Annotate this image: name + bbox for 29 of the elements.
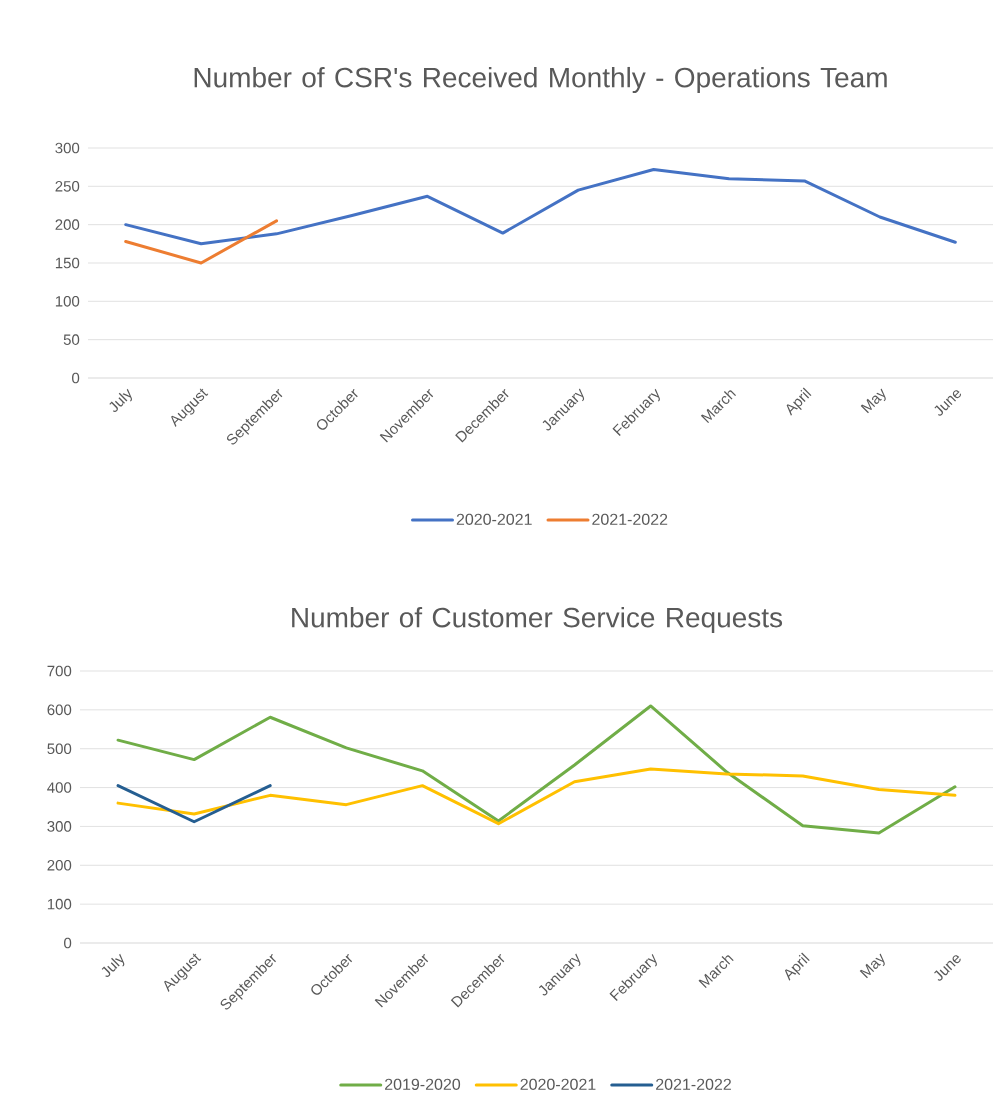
y-tick-label: 150 bbox=[55, 257, 80, 269]
y-tick-label: 100 bbox=[47, 898, 72, 910]
line-series bbox=[116, 704, 957, 835]
x-tick-label: May bbox=[860, 388, 886, 414]
y-tick-label: 400 bbox=[47, 782, 72, 793]
y-tick-label: 200 bbox=[55, 219, 80, 230]
y-tick-label: 500 bbox=[47, 743, 72, 755]
legend-label: 2020-2021 bbox=[520, 1078, 596, 1090]
x-tick-label: May bbox=[859, 953, 885, 979]
line-series bbox=[124, 167, 957, 246]
line-series bbox=[116, 767, 957, 826]
y-tick-label: 250 bbox=[55, 181, 80, 192]
legend-label: 2020-2021 bbox=[456, 513, 532, 525]
y-tick-label: 100 bbox=[55, 296, 80, 307]
legend-label: 2019-2020 bbox=[385, 1078, 461, 1090]
y-tick-label: 700 bbox=[47, 665, 72, 677]
x-tick-label: July bbox=[109, 388, 132, 413]
chart-title: Number of Customer Service Requests bbox=[292, 606, 783, 634]
legend-label: 2021-2022 bbox=[656, 1078, 731, 1090]
y-tick-label: 0 bbox=[64, 937, 72, 949]
x-tick-label: July bbox=[101, 953, 125, 978]
y-tick-label: 300 bbox=[55, 142, 80, 154]
y-tick-label: 50 bbox=[63, 334, 80, 345]
legend-label: 2021-2022 bbox=[592, 513, 668, 525]
chart-title: Number of CSR's Received Monthly - Operations Team bbox=[194, 66, 887, 94]
y-tick-label: 600 bbox=[47, 704, 72, 716]
y-tick-label: 300 bbox=[47, 821, 72, 832]
y-tick-label: 0 bbox=[72, 372, 80, 384]
y-tick-label: 200 bbox=[47, 859, 72, 871]
